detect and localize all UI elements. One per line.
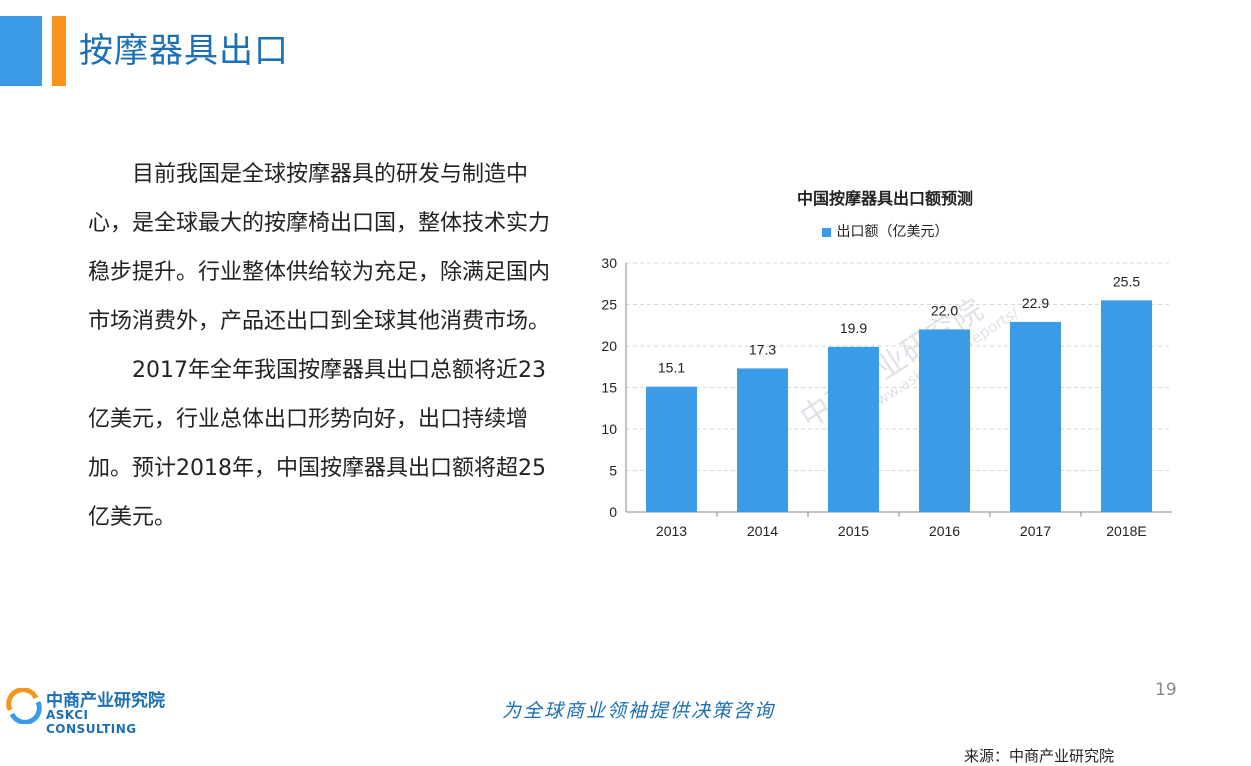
title-accent-bar-orange <box>52 16 66 86</box>
data-label-2013: 15.1 <box>658 360 685 376</box>
bar-2013 <box>646 386 697 512</box>
slide-title: 按摩器具出口 <box>79 31 289 71</box>
source-note: 来源：中商产业研究院 <box>963 747 1114 765</box>
logo-mark-icon <box>6 688 42 724</box>
bar-2017 <box>1010 321 1061 512</box>
y-tick-label: 0 <box>609 504 617 520</box>
chart-legend: 出口额（亿美元） <box>580 221 1190 241</box>
data-label-2016: 22.0 <box>931 302 958 318</box>
paragraph-1: 目前我国是全球按摩器具的研发与制造中心，是全球最大的按摩椅出口国，整体技术实力稳… <box>88 162 551 334</box>
title-accent-bar-blue <box>0 16 42 86</box>
y-tick-label: 10 <box>601 421 617 437</box>
x-tick-label-2014: 2014 <box>747 523 778 539</box>
legend-label: 出口额（亿美元） <box>836 224 949 240</box>
bar-2016 <box>919 329 970 512</box>
body-text: 目前我国是全球按摩器具的研发与制造中心，是全球最大的按摩椅出口国，整体技术实力稳… <box>88 150 558 542</box>
bar-2015 <box>828 346 879 512</box>
y-tick-label: 20 <box>601 338 617 354</box>
x-tick-label-2015: 2015 <box>838 523 869 539</box>
data-label-2017: 22.9 <box>1022 295 1049 311</box>
chart-plot: 0 5 10 15 20 25 30 15.1 2013 17.3 2014 19.9 2015 22.0… <box>601 255 1172 539</box>
bar-2018E <box>1101 300 1152 512</box>
legend-swatch <box>821 227 831 237</box>
chart-title: 中国按摩器具出口额预测 <box>796 189 973 208</box>
y-tick-label: 30 <box>601 255 617 271</box>
y-tick-label: 5 <box>609 463 617 479</box>
logo-text-en: ASKCI CONSULTING <box>46 708 137 736</box>
x-tick-label-2018E: 2018E <box>1106 523 1146 539</box>
paragraph-2: 2017年全年我国按摩器具出口总额将近23亿美元，行业总体出口形势向好，出口持续… <box>88 358 546 530</box>
y-tick-label: 15 <box>601 380 617 396</box>
x-tick-label-2017: 2017 <box>1020 523 1051 539</box>
logo-text-cn: 中商产业研究院 <box>46 691 165 711</box>
company-logo: 中商产业研究院 ASKCI CONSULTING <box>6 686 176 736</box>
data-label-2015: 19.9 <box>840 320 867 336</box>
x-tick-label-2016: 2016 <box>929 523 960 539</box>
footer-slogan: 为全球商业领袖提供决策咨询 <box>502 700 776 722</box>
data-label-2014: 17.3 <box>749 341 776 357</box>
page-number: 19 <box>1155 680 1177 700</box>
bar-2014 <box>737 368 788 512</box>
export-chart: 中国按摩器具出口额预测 出口额（亿美元） 0 5 10 15 20 25 30 15.1 201… <box>580 175 1190 765</box>
y-tick-label: 25 <box>601 297 617 313</box>
x-tick-label-2013: 2013 <box>656 523 687 539</box>
data-label-2018E: 25.5 <box>1113 273 1140 289</box>
